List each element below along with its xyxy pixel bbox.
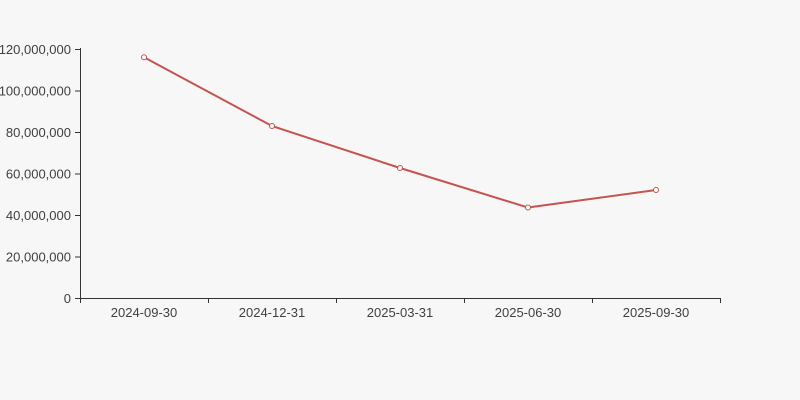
data-point-marker	[397, 165, 403, 172]
x-axis-label: 2025-03-31	[367, 305, 434, 320]
data-point-marker	[269, 122, 275, 129]
y-axis-label: 20,000,000	[6, 250, 71, 265]
x-axis-label: 2024-09-30	[111, 305, 178, 320]
y-axis-label: 100,000,000	[0, 84, 71, 99]
series-line	[143, 56, 657, 209]
data-point-marker	[525, 204, 531, 211]
y-axis-label: 40,000,000	[6, 208, 71, 223]
y-axis-label: 0	[64, 291, 71, 306]
y-axis-label: 80,000,000	[6, 125, 71, 140]
y-axis-label: 60,000,000	[6, 167, 71, 182]
x-axis-label: 2025-09-30	[623, 305, 690, 320]
data-point-marker	[653, 186, 659, 193]
y-axis-label: 120,000,000	[0, 42, 71, 57]
x-axis-label: 2024-12-31	[239, 305, 306, 320]
data-point-marker	[141, 54, 147, 61]
x-axis-label: 2025-06-30	[495, 305, 562, 320]
